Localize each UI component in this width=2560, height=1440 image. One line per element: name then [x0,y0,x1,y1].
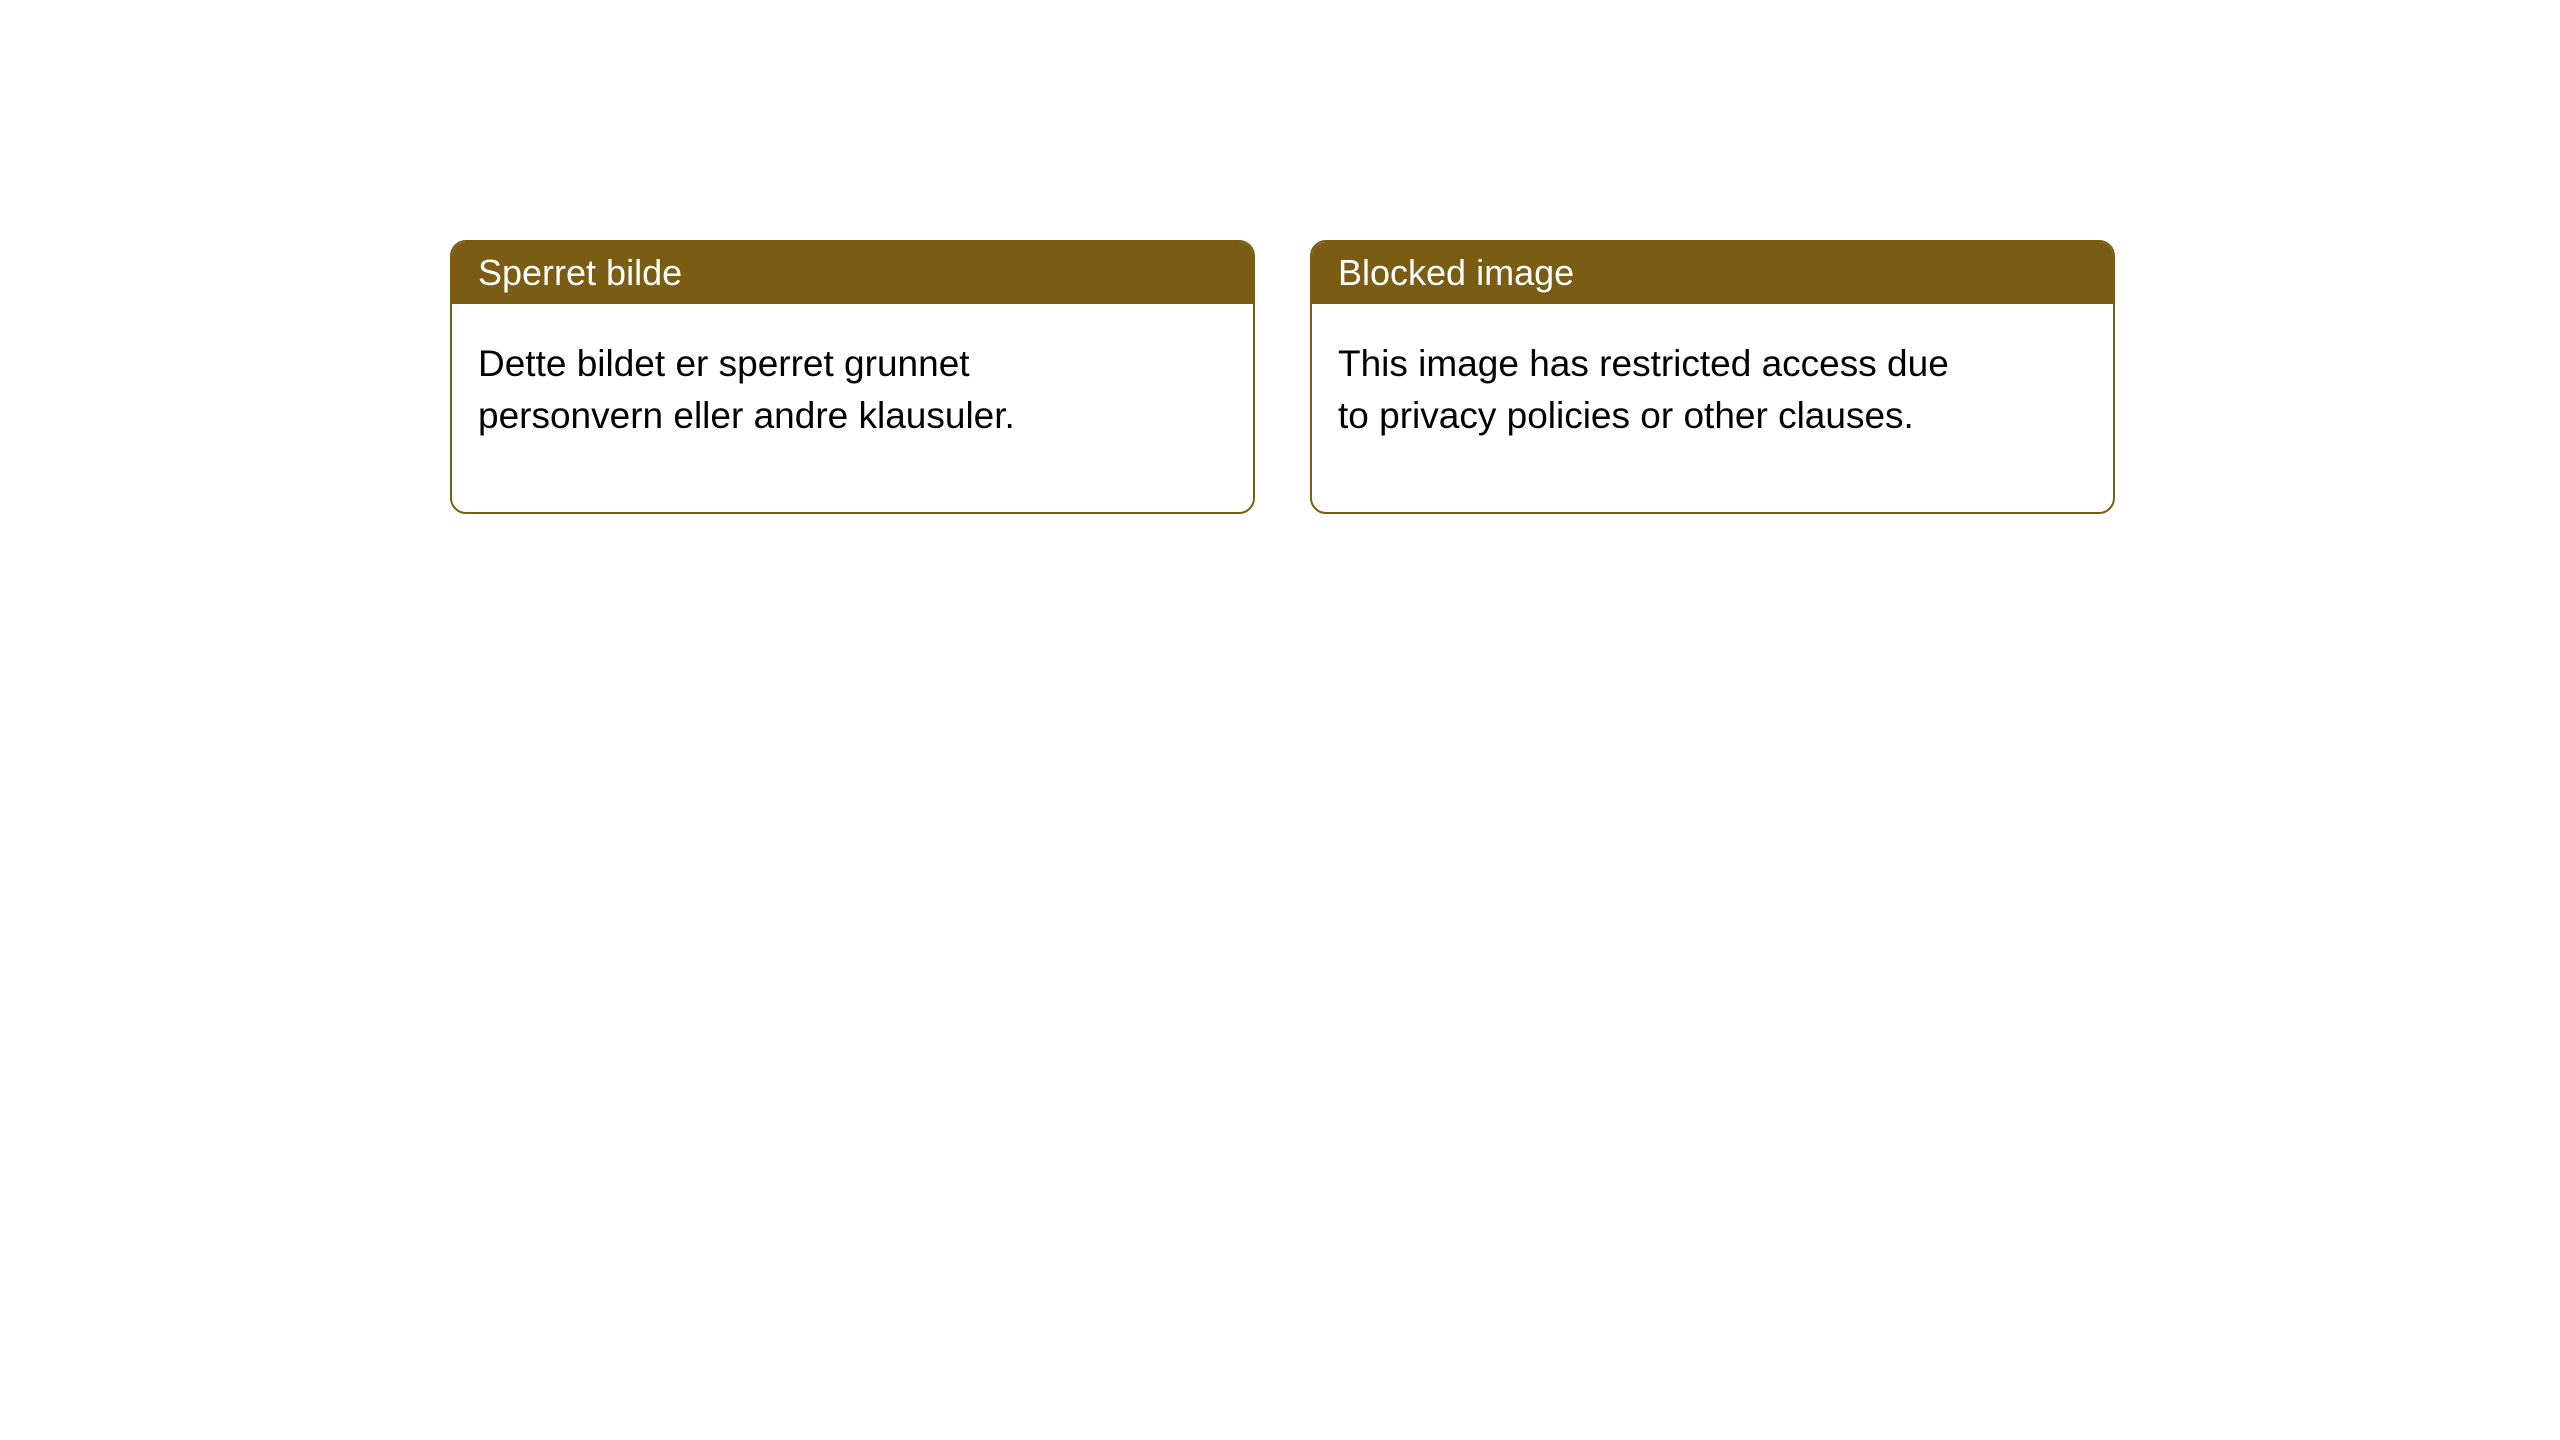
notice-card-english: Blocked image This image has restricted … [1310,240,2115,514]
notice-body: Dette bildet er sperret grunnet personve… [452,304,1152,512]
notice-header: Sperret bilde [452,242,1253,304]
notice-body: This image has restricted access due to … [1312,304,2012,512]
notice-container: Sperret bilde Dette bildet er sperret gr… [0,0,2560,514]
notice-card-norwegian: Sperret bilde Dette bildet er sperret gr… [450,240,1255,514]
notice-header: Blocked image [1312,242,2113,304]
